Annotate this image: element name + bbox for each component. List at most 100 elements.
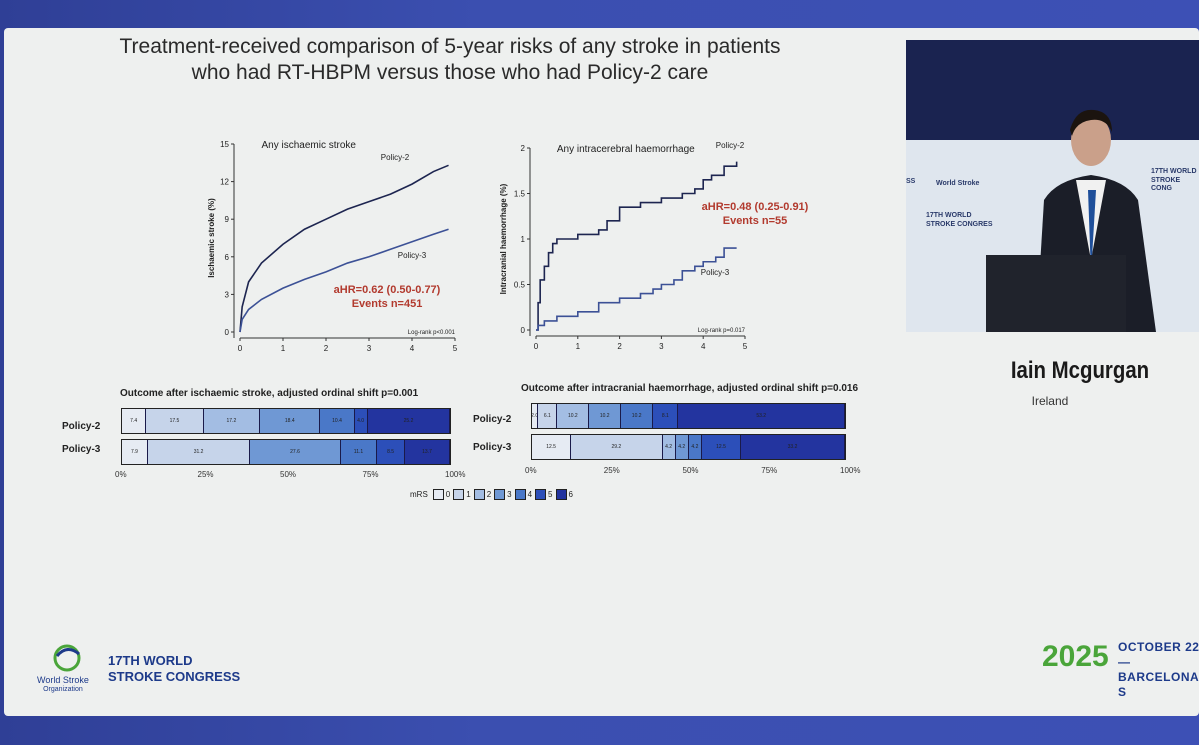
bar1-segment-mrs-5: 4.0 [354, 409, 368, 433]
bar-chart-1-x-tick-label: 100% [445, 470, 466, 479]
legend-label-mrs-4: 4 [527, 490, 533, 499]
chart1-logrank: Log-rank p<0.001 [408, 330, 456, 336]
chart1-x-tick-label: 4 [410, 344, 415, 353]
chart1-series-label-policy-3: Policy-3 [398, 251, 427, 260]
legend-label-mrs-1: 1 [466, 490, 471, 499]
legend-swatch-mrs-1 [453, 489, 465, 500]
chart1-y-tick-label: 3 [225, 290, 230, 299]
bar-1-row-policy2: 7.4 17.5 17.2 18.4 10.4 4.0 25.2 [121, 408, 451, 434]
chart1-series-policy-3 [239, 228, 449, 333]
chart2-y-label: Intracranial haemorrhage (%) [499, 183, 508, 294]
chart1-y-tick-label: 15 [220, 140, 229, 149]
chart1-y-tick-label: 0 [225, 328, 230, 337]
footer-org-line2: Organization [43, 686, 83, 693]
bar-chart-2-title: Outcome after intracranial haemorrhage, … [521, 383, 859, 394]
chart2-title: Any intracerebral haemorrhage [557, 144, 695, 155]
bar2-segment-mrs-1: 6.1 [538, 404, 558, 428]
footer-date-line1: OCTOBER 22— [1118, 640, 1199, 669]
bar1-segment-mrs-0: 7.9 [122, 440, 148, 464]
bar2-segment-mrs-0: 12.5 [532, 435, 572, 459]
bar1-segment-mrs-3: 27.6 [250, 440, 341, 464]
bar-chart-1-x-tick-label: 0% [115, 470, 127, 479]
bar-1-row-label-policy3: Policy-3 [62, 444, 101, 455]
bar2-segment-mrs-2: 10.2 [557, 404, 590, 428]
footer-congress: 17TH WORLD STROKE CONGRESS [108, 653, 240, 685]
bar2-segment-mrs-6: 53.2 [678, 404, 845, 428]
legend-label-mrs-5: 5 [548, 490, 553, 499]
legend-label-mrs-6: 6 [568, 490, 573, 499]
bar2-segment-mrs-4: 10.2 [621, 404, 654, 428]
chart1-title: Any ischaemic stroke [262, 140, 357, 151]
bar-chart-1-title: Outcome after ischaemic stroke, adjusted… [120, 388, 419, 399]
chart2-series-label-policy-3: Policy-3 [701, 268, 730, 277]
bar1-segment-mrs-2: 17.2 [203, 409, 261, 433]
footer-org: World Stroke Organization [37, 675, 89, 695]
bar2-segment-mrs-5: 8.1 [653, 404, 679, 428]
wall-text-6: STROKE CONG [1151, 177, 1181, 192]
bar-1-row-policy3: 7.9 31.2 27.6 11.1 8.5 13.7 [121, 439, 451, 465]
legend-label-mrs-2: 2 [486, 490, 492, 499]
chart2-y-tick-label: 0.5 [514, 281, 526, 290]
bar2-segment-mrs-1: 29.2 [571, 435, 663, 459]
chart2-y-tick-label: 2 [521, 144, 526, 153]
chart2-x-tick-label: 1 [576, 342, 581, 351]
chart1-series-label-policy-2: Policy-2 [381, 153, 410, 162]
footer-congress-line1: 17TH WORLD [108, 653, 193, 668]
speaker-name: Iain Mcgurgan [1010, 357, 1150, 384]
chart2-annotation-2: Events n=55 [723, 215, 788, 227]
bar-chart-2-x-tick-label: 25% [603, 466, 620, 475]
bar-chart-1-x-tick-label: 75% [362, 470, 379, 479]
world-stroke-logo-icon [53, 644, 81, 672]
bar-2-row-policy3: 12.5 29.2 4.2 4.2 4.2 12.5 33.2 [531, 434, 846, 460]
chart1-y-tick-label: 9 [225, 215, 230, 224]
footer-year: 2025 [1042, 640, 1109, 673]
mrs-legend: mRS 0 1 2 3 4 5 6 [410, 489, 573, 500]
legend-swatch-mrs-5 [535, 489, 547, 500]
bar-chart-2-x-tick-label: 50% [682, 466, 699, 475]
legend-swatch-mrs-2 [473, 489, 485, 500]
chart2-series-policy-2 [536, 161, 738, 331]
chart1-x-tick-label: 1 [281, 344, 286, 353]
bar-chart-2-x-tick-label: 75% [761, 466, 778, 475]
title-line-2: who had RT-HBPM versus those who had Pol… [191, 61, 709, 84]
bar-chart-1-x-tick-label: 50% [280, 470, 297, 479]
bar-2-row-policy2: 2.06.110.210.210.28.153.2 [531, 403, 846, 429]
footer-congress-line2: STROKE CONGRESS [108, 669, 241, 684]
wall-text-2: World Stroke [936, 180, 980, 187]
chart2-x-tick-label: 0 [534, 342, 539, 351]
bar2-segment-mrs-3: 4.2 [675, 435, 689, 459]
chart2-y-tick-label: 1.5 [514, 190, 526, 199]
chart1-series-policy-2 [239, 164, 449, 333]
footer-date-line2: BARCELONA, S [1118, 670, 1199, 699]
video-background-top [906, 40, 1199, 140]
chart2-series-policy-3 [536, 247, 737, 331]
legend-label-mrs-3: 3 [507, 490, 512, 499]
legend-swatch-mrs-3 [494, 489, 506, 500]
bar2-segment-mrs-0: 2.0 [532, 404, 539, 428]
bar1-segment-mrs-6: 13.7 [405, 440, 450, 464]
chart2-logrank: Log-rank p=0.017 [698, 328, 746, 334]
slide-title: Treatment-received comparison of 5-year … [40, 34, 860, 86]
bar1-segment-mrs-4: 11.1 [340, 440, 378, 464]
bar1-segment-mrs-3: 18.4 [260, 409, 321, 433]
bar2-segment-mrs-2: 4.2 [662, 435, 676, 459]
chart1-annotation-2: Events n=451 [352, 298, 423, 310]
wall-text-4: STROKE CONGRES [926, 221, 993, 228]
chart2-x-tick-label: 2 [617, 342, 622, 351]
title-line-1: Treatment-received comparison of 5-year … [119, 35, 781, 58]
chart2-y-tick-label: 0 [521, 326, 526, 335]
legend-label: mRS [410, 490, 428, 499]
chart1-y-tick-label: 6 [225, 253, 230, 262]
chart2-y-tick-label: 1 [521, 235, 526, 244]
bar1-segment-mrs-1: 17.5 [146, 409, 204, 433]
podium [986, 255, 1126, 332]
bar-chart-1-x-tick-label: 25% [197, 470, 214, 479]
chart1-y-label: Ischaemic stroke (%) [207, 198, 216, 278]
bar-2-row-label-policy3: Policy-3 [473, 442, 512, 453]
bar-chart-2-x-tick-label: 100% [840, 466, 861, 475]
chart1-x-tick-label: 2 [324, 344, 329, 353]
chart2-x-tick-label: 5 [743, 342, 748, 351]
bar-1-row-label-policy2: Policy-2 [62, 421, 101, 432]
chart1-x-tick-label: 5 [453, 344, 458, 353]
